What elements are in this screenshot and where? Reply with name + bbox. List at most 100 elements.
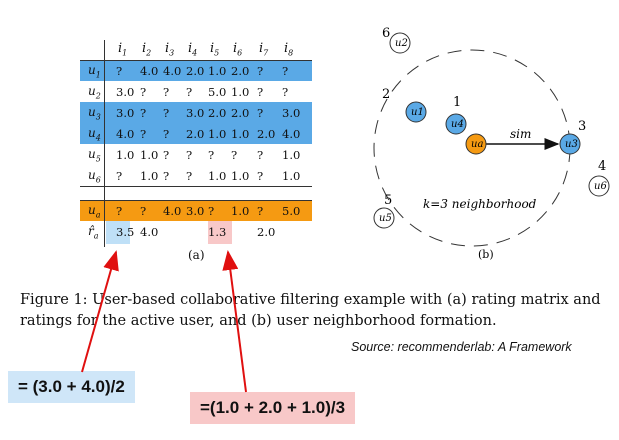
rating-cell: ? xyxy=(163,106,170,120)
figure-caption-line-1: Figure 1: User-based collaborative filte… xyxy=(20,292,601,308)
column-header: i4 xyxy=(188,41,198,58)
matrix-row: u1? 4.0 4.0 2.0 1.0 2.0?? xyxy=(80,60,312,81)
rating-cell: 1.3 xyxy=(208,225,227,239)
column-header: i2 xyxy=(142,41,152,58)
rating-cell: ? xyxy=(140,127,147,141)
rating-cell: 2.0 xyxy=(231,106,250,120)
matrix-row: u6? 1.0?? 1.0 1.0? 1.0 xyxy=(80,165,312,186)
rating-cell: ? xyxy=(116,204,123,218)
rating-cell: ? xyxy=(257,106,264,120)
rating-cell: ? xyxy=(163,85,170,99)
rating-cell: ? xyxy=(186,148,193,162)
arrow-to-mean-3-5 xyxy=(81,250,119,373)
row-label: ua xyxy=(88,203,101,220)
user-node: u1 2 xyxy=(382,87,427,123)
matrix-row: u3 3.0?? 3.0 2.0 2.0? 3.0 xyxy=(80,102,312,123)
active-user-row: ua?? 4.0 3.0? 1.0? 5.0 xyxy=(80,200,312,221)
rating-cell: ? xyxy=(208,204,215,218)
column-header: i7 xyxy=(259,41,269,58)
user-node: u33 xyxy=(559,119,586,155)
svg-text:5: 5 xyxy=(384,193,392,208)
rating-cell: 1.0 xyxy=(231,85,250,99)
rating-cell: 5.0 xyxy=(208,85,227,99)
rating-cell: ? xyxy=(257,148,264,162)
rating-cell: ? xyxy=(140,85,147,99)
svg-text:1: 1 xyxy=(453,95,461,110)
rating-cell: ? xyxy=(163,169,170,183)
rating-cell: ? xyxy=(140,106,147,120)
svg-text:u3: u3 xyxy=(565,139,578,150)
rating-cell: 1.0 xyxy=(231,127,250,141)
rating-cell: ? xyxy=(116,169,123,183)
rating-cell: 4.0 xyxy=(140,64,159,78)
rating-cell: ? xyxy=(186,85,193,99)
rating-cell: ? xyxy=(282,85,289,99)
rating-cell: 1.0 xyxy=(140,148,159,162)
rating-cell: ? xyxy=(257,64,264,78)
rating-cell: 3.0 xyxy=(116,85,135,99)
rating-cell: 1.0 xyxy=(140,169,159,183)
rating-cell: ? xyxy=(282,64,289,78)
rating-cell: 1.0 xyxy=(231,169,250,183)
rating-cell: ? xyxy=(231,148,238,162)
predicted-highlight-blue xyxy=(106,220,130,244)
matrix-divider-horizontal xyxy=(80,200,312,201)
user-node: ua xyxy=(465,133,487,155)
svg-text:u6: u6 xyxy=(594,181,607,192)
rating-cell: 1.0 xyxy=(231,204,250,218)
svg-text:u2: u2 xyxy=(395,38,408,49)
predicted-highlight-pink xyxy=(208,220,232,244)
row-label: u5 xyxy=(88,147,101,164)
rating-cell: 1.0 xyxy=(208,127,227,141)
row-label: u1 xyxy=(88,63,101,80)
predicted-row: r̂a 3.5 4.0 1.3 2.0 xyxy=(80,221,312,242)
rating-cell: 4.0 xyxy=(163,64,182,78)
matrix-divider-horizontal xyxy=(80,186,312,187)
row-label: u3 xyxy=(88,105,101,122)
rating-cell: ? xyxy=(186,169,193,183)
matrix-row: u5 1.0 1.0????? 1.0 xyxy=(80,144,312,165)
rating-cell: 3.0 xyxy=(116,106,135,120)
rating-cell: ? xyxy=(257,85,264,99)
rating-cell: 2.0 xyxy=(186,127,205,141)
rating-cell: 4.0 xyxy=(282,127,301,141)
rating-cell: ? xyxy=(163,148,170,162)
arrow-to-mean-1-3 xyxy=(222,250,247,393)
sim-label: sim xyxy=(510,127,531,141)
source-note: Source: recommenderlab: A Framework xyxy=(351,340,572,354)
rating-cell: ? xyxy=(208,148,215,162)
rating-cell: 2.0 xyxy=(231,64,250,78)
column-header: i6 xyxy=(233,41,243,58)
rating-cell: 1.0 xyxy=(282,148,301,162)
svg-text:u4: u4 xyxy=(451,119,464,130)
rating-cell: 3.0 xyxy=(282,106,301,120)
rating-cell: 3.5 xyxy=(116,225,135,239)
svg-text:3: 3 xyxy=(578,119,586,134)
rating-cell: 1.0 xyxy=(116,148,135,162)
rating-cell: 4.0 xyxy=(163,204,182,218)
svg-text:u5: u5 xyxy=(379,213,392,224)
row-label: u4 xyxy=(88,126,101,143)
row-label: r̂a xyxy=(88,224,99,241)
rating-cell: 4.0 xyxy=(116,127,135,141)
svg-text:4: 4 xyxy=(598,159,606,174)
row-label: u2 xyxy=(88,84,101,101)
rating-cell: ? xyxy=(163,127,170,141)
rating-cell: ? xyxy=(257,204,264,218)
rating-matrix: i1 i2 i3 i4 i5 i6 i7 i8 u1? 4.0 4.0 2.0 1.0 2.0?? u2 3.… xyxy=(80,40,312,262)
rating-cell: 1.0 xyxy=(208,64,227,78)
user-node: u6 4 xyxy=(588,159,610,197)
figure-caption: Figure 1: User-based collaborative filte… xyxy=(20,290,619,332)
rating-cell: 4.0 xyxy=(140,225,159,239)
formula-blue: = (3.0 + 4.0)/2 xyxy=(8,371,135,403)
svg-text:6: 6 xyxy=(382,26,390,41)
diagram-sublabel: (b) xyxy=(478,248,494,261)
rating-cell: 3.0 xyxy=(186,204,205,218)
formula-pink: =(1.0 + 2.0 + 1.0)/3 xyxy=(190,392,356,424)
column-header: i5 xyxy=(210,41,220,58)
matrix-sublabel: (a) xyxy=(188,248,205,262)
user-node: u55 xyxy=(373,193,395,229)
rating-cell: 2.0 xyxy=(257,127,276,141)
svg-text:u1: u1 xyxy=(411,107,424,118)
